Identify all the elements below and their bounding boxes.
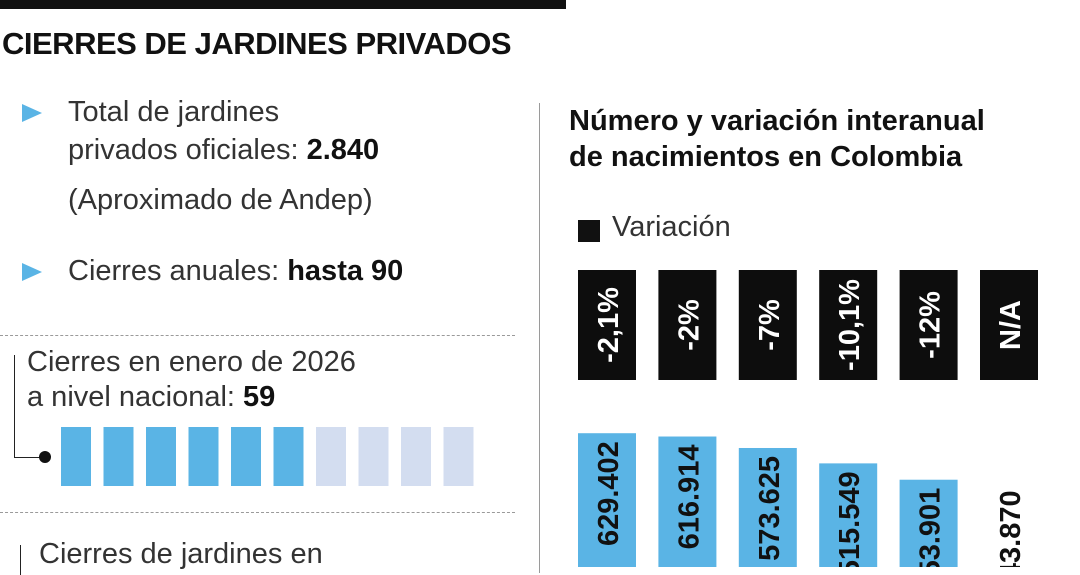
annual-closures: Cierres anuales: hasta 90 [68, 255, 404, 287]
variation-label: -10,1% [834, 279, 866, 371]
births-bar-chart: -2,1% 629.402 -2% 616.914 -7% 573.625 -10,1% 51… [578, 270, 1038, 567]
total-label-line1: Total de jardines [68, 96, 280, 128]
closure-block-filled [146, 427, 176, 486]
variation-label: -7% [754, 299, 786, 351]
january-value: 59 [243, 381, 276, 413]
top-rule [0, 0, 566, 9]
closure-block-empty [358, 427, 389, 486]
closure-block-filled [103, 427, 134, 486]
variation-box [658, 270, 717, 380]
closure-block-filled [188, 427, 219, 486]
chart-title-line1: Número y variación interanual [569, 105, 985, 137]
legend-swatch [578, 220, 600, 242]
bullet-triangle-icon [22, 104, 42, 122]
births-value-label: 443.870 [995, 490, 1027, 567]
closure-block-filled [231, 427, 261, 486]
births-bar [819, 463, 878, 567]
closure-block-filled [61, 427, 91, 486]
bracket-dot-icon [39, 451, 51, 463]
dashed-divider [0, 512, 515, 513]
births-bar [899, 479, 958, 567]
births-value-label: 515.549 [834, 471, 866, 567]
births-value-label: 453.901 [915, 488, 947, 567]
births-value-label: 616.914 [673, 445, 705, 550]
chart-title-line2: de nacimientos en Colombia [569, 141, 963, 173]
variation-box [819, 270, 878, 380]
total-label-line2: privados oficiales: 2.840 [68, 134, 380, 166]
bracket-line [14, 355, 15, 457]
closure-block-filled [273, 427, 304, 486]
headline: CIERRES DE JARDINES PRIVADOS [2, 26, 512, 61]
variation-label: N/A [995, 300, 1027, 350]
births-bar [578, 433, 636, 567]
variation-label: -2,1% [593, 287, 625, 363]
births-value-label: 573.625 [754, 456, 786, 561]
variation-box [578, 270, 636, 380]
births-bar [658, 436, 717, 567]
chart-title: Número y variación interanual de nacimie… [569, 103, 985, 175]
total-value: 2.840 [306, 134, 380, 166]
closure-blocks [61, 427, 474, 486]
legend-label: Variación [612, 211, 731, 243]
closure-block-empty [316, 427, 346, 486]
column-divider [539, 103, 540, 573]
variation-box [738, 270, 797, 380]
bracket-line [14, 457, 45, 458]
january-line2: a nivel nacional: 59 [27, 381, 276, 413]
variation-box [980, 270, 1038, 380]
variation-label: -12% [915, 291, 947, 359]
dashed-divider [0, 335, 515, 336]
births-bar [738, 447, 797, 567]
closure-block-empty [443, 427, 474, 486]
annual-value: hasta 90 [287, 255, 404, 287]
next-section-label: Cierres de jardines en [39, 538, 323, 570]
births-value-label: 629.402 [593, 441, 625, 546]
closure-block-empty [401, 427, 431, 486]
variation-label: -2% [673, 299, 705, 351]
bullet-triangle-icon [22, 263, 42, 281]
variation-box [899, 270, 958, 380]
bracket-line [20, 545, 21, 575]
january-line1: Cierres en enero de 2026 [27, 346, 356, 378]
source-note: (Aproximado de Andep) [68, 184, 373, 216]
